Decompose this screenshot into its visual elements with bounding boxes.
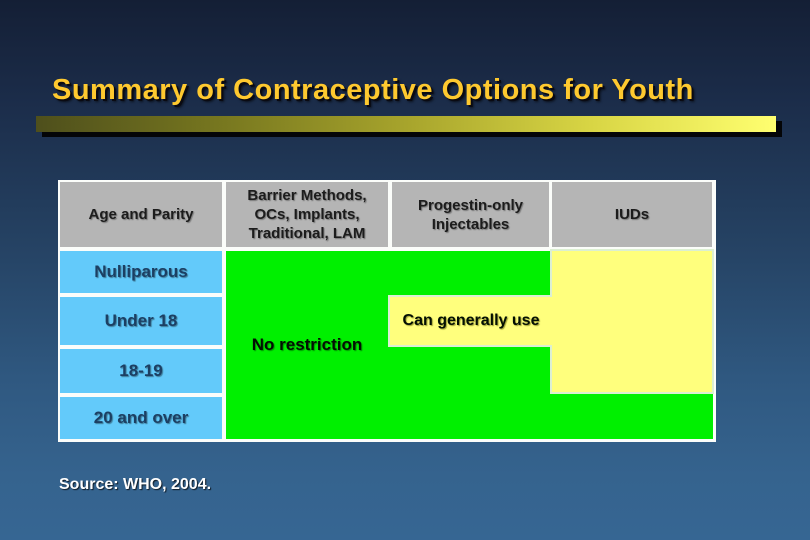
row-header-nulliparous: Nulliparous — [60, 251, 222, 293]
title-underline-bar — [36, 116, 776, 132]
source-citation: Source: WHO, 2004. — [59, 476, 212, 493]
column-header-barrier-methods: Barrier Methods, OCs, Implants, Traditio… — [226, 182, 388, 247]
eligibility-table: Age and Parity Barrier Methods, OCs, Imp… — [58, 180, 716, 442]
no-restriction-label-zone: No restriction — [226, 251, 388, 439]
slide-title: Summary of Contraceptive Options for You… — [52, 74, 694, 106]
row-header-under-18: Under 18 — [60, 297, 222, 345]
can-generally-use-label: Can generally use — [402, 312, 540, 329]
column-header-iuds: IUDs — [552, 182, 712, 247]
no-restriction-label: No restriction — [251, 335, 363, 354]
can-generally-use-region-injectables: Can generally use — [388, 295, 552, 347]
can-generally-use-region-iuds — [550, 249, 714, 394]
column-header-age-parity: Age and Parity — [60, 182, 222, 247]
row-header-20-and-over: 20 and over — [60, 397, 222, 439]
row-header-18-19: 18-19 — [60, 349, 222, 393]
column-header-progestin-injectables: Progestin-only Injectables — [392, 182, 549, 247]
